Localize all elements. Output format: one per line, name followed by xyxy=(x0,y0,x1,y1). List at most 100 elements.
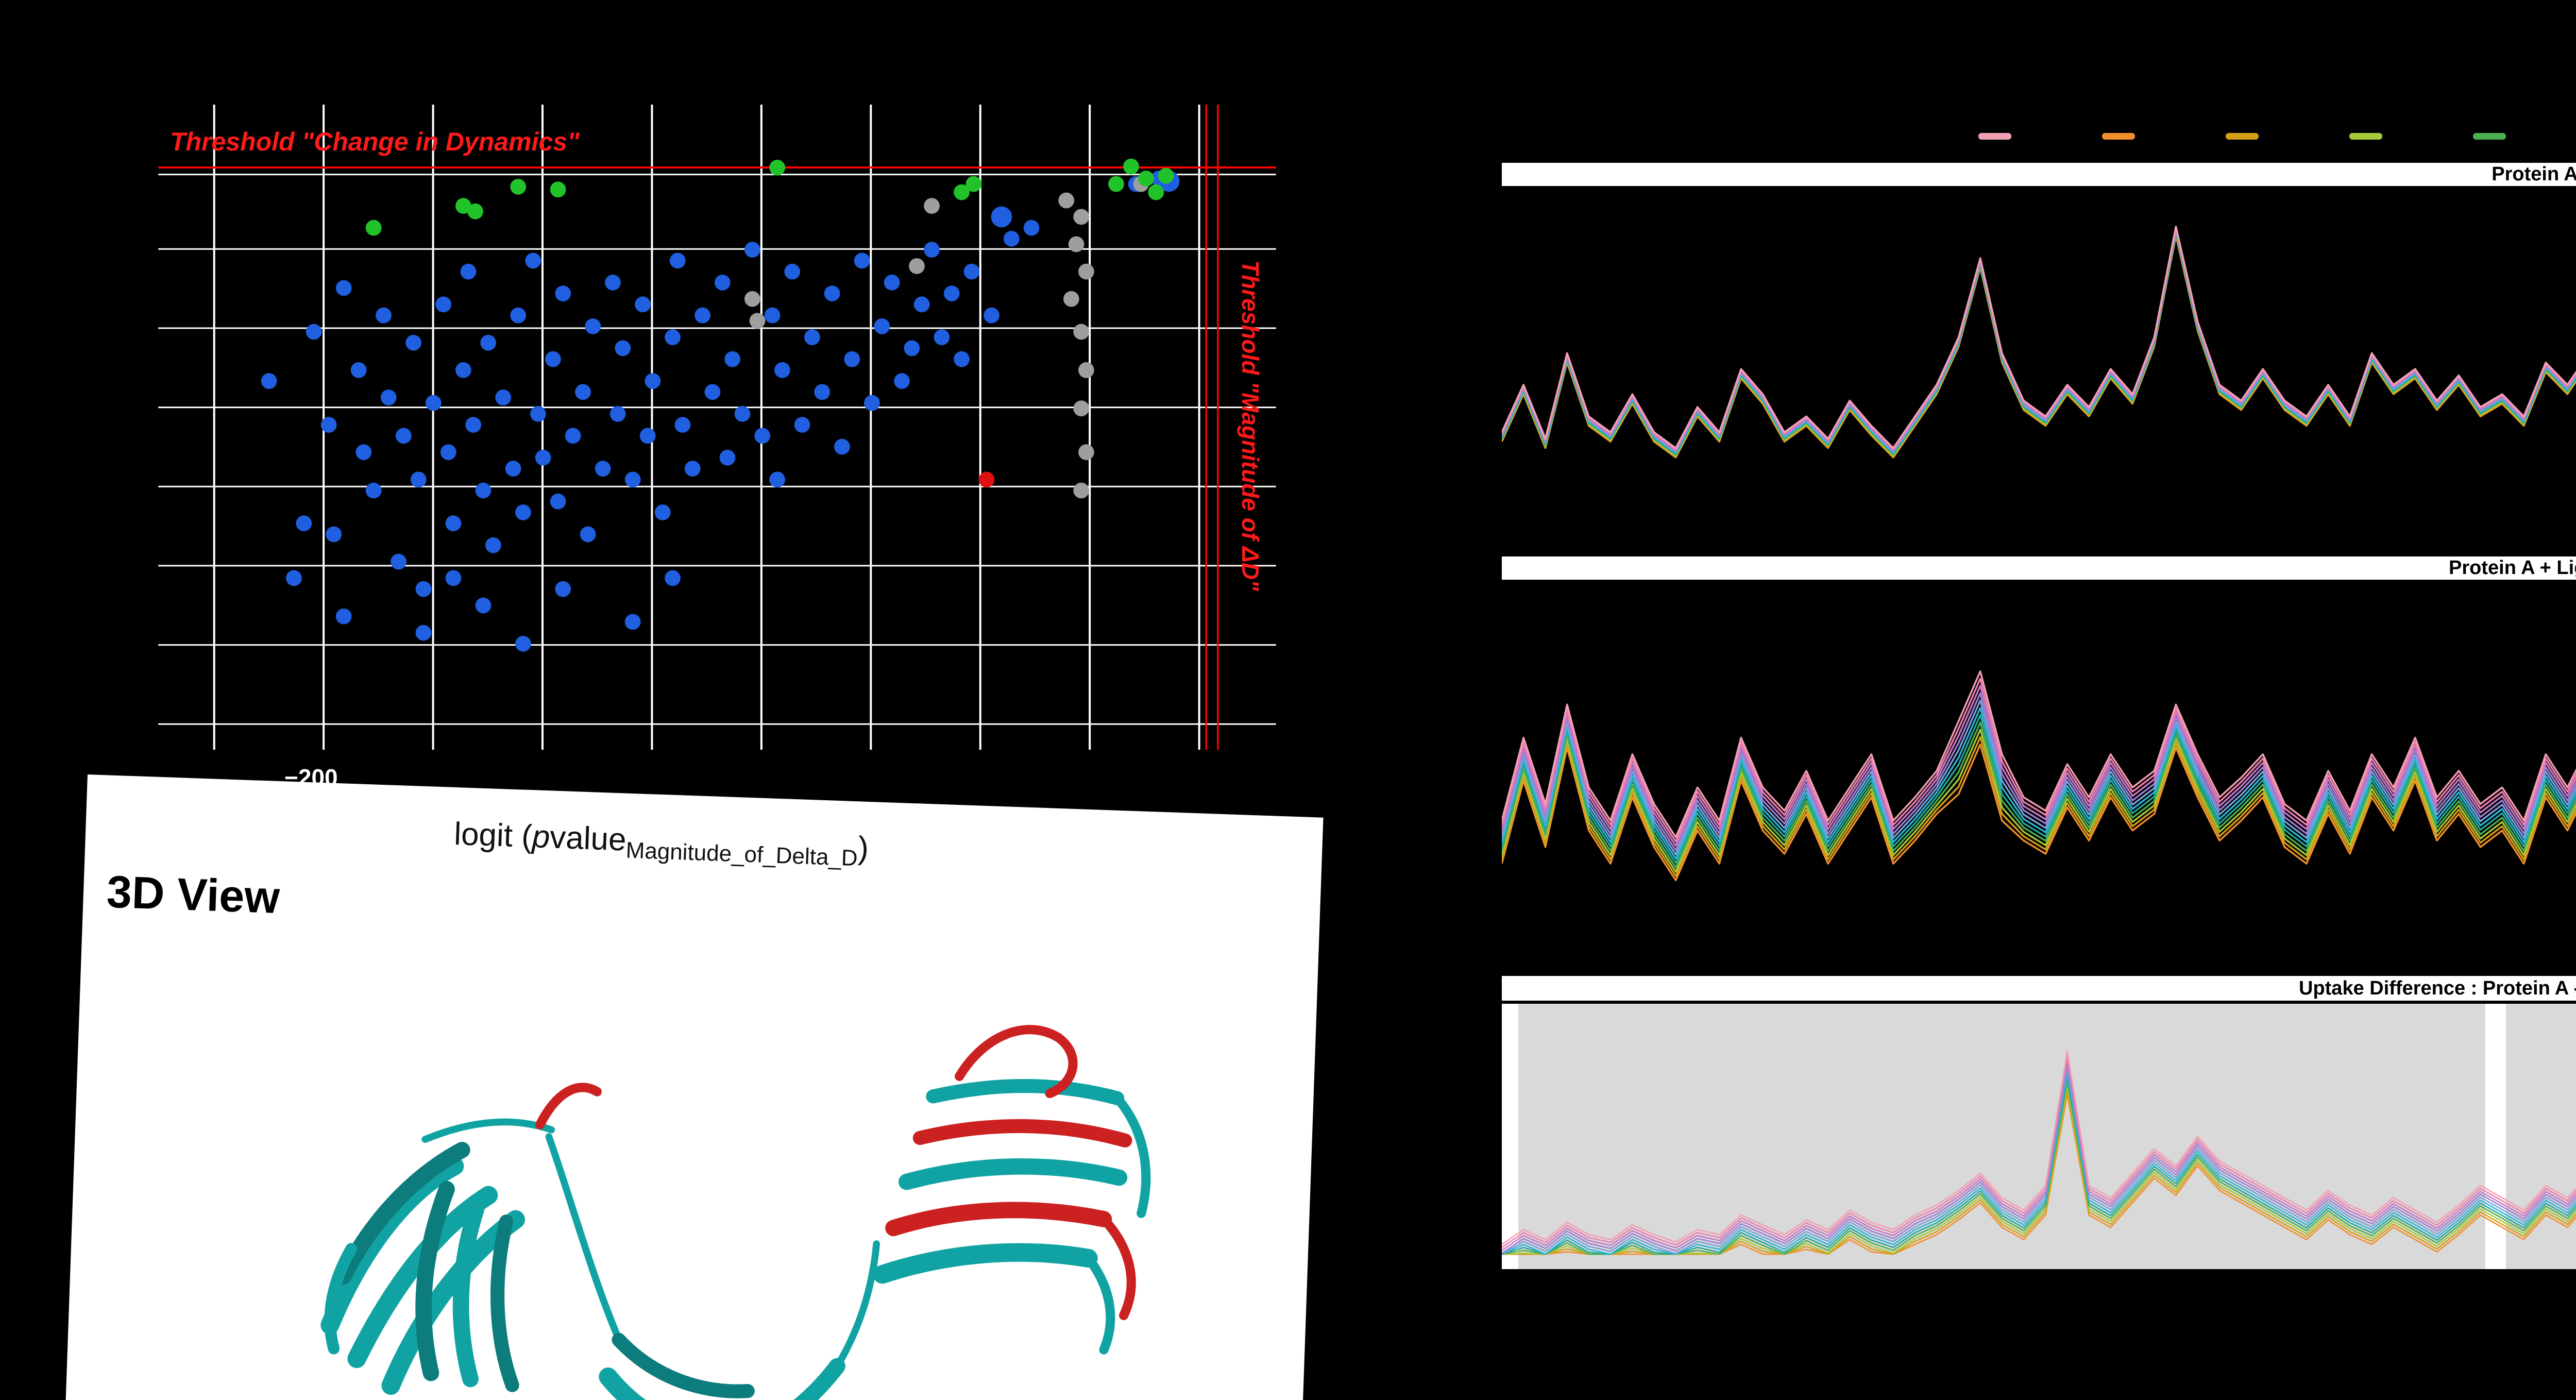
scatter-point-blue[interactable] xyxy=(296,515,312,532)
scatter-point-blue[interactable] xyxy=(405,334,421,351)
scatter-point-blue[interactable] xyxy=(719,449,736,466)
scatter-point-blue[interactable] xyxy=(984,307,999,324)
scatter-point-blue[interactable] xyxy=(555,285,571,301)
scatter-point-blue[interactable] xyxy=(485,537,501,553)
scatter-point-blue[interactable] xyxy=(445,570,462,586)
scatter-point-gray[interactable] xyxy=(1073,209,1090,225)
scatter-point-blue[interactable] xyxy=(814,384,831,400)
scatter-point-blue[interactable] xyxy=(550,493,566,510)
scatter-point-blue[interactable] xyxy=(605,274,621,291)
scatter-point-gray[interactable] xyxy=(744,291,760,307)
uptake-series-3[interactable] xyxy=(1502,1086,2576,1254)
scatter-point-blue[interactable] xyxy=(834,438,850,455)
uptake-series-6[interactable] xyxy=(1502,671,2576,859)
scatter-point-green[interactable] xyxy=(965,176,982,192)
scatter-point-blue[interactable] xyxy=(665,329,681,345)
volcano-plot[interactable] xyxy=(158,105,1276,750)
scatter-point-blue[interactable] xyxy=(635,296,651,313)
scatter-point-green[interactable] xyxy=(550,181,566,198)
uptake-series-4[interactable] xyxy=(1502,691,2576,868)
scatter-point-blue[interactable] xyxy=(286,570,302,586)
uptake-series-5[interactable] xyxy=(1502,681,2576,863)
uptake-difference-chart[interactable] xyxy=(1502,1004,2576,1269)
scatter-point-blue[interactable] xyxy=(694,307,710,324)
uptake-series-7[interactable] xyxy=(1502,1068,2576,1254)
scatter-point-green[interactable] xyxy=(455,198,471,214)
scatter-point-blue[interactable] xyxy=(326,526,342,543)
uptake-series-2[interactable] xyxy=(1502,711,2576,876)
scatter-point-blue[interactable] xyxy=(440,444,456,460)
scatter-point-blue[interactable] xyxy=(306,324,322,340)
scatter-point-blue[interactable] xyxy=(654,504,671,520)
scatter-point-blue[interactable] xyxy=(1023,220,1040,236)
uptake-series-11[interactable] xyxy=(1502,621,2576,837)
scatter-point-green[interactable] xyxy=(954,184,970,200)
scatter-point-green[interactable] xyxy=(1108,176,1124,192)
scatter-point-gray[interactable] xyxy=(1073,400,1090,416)
uptake-series-9[interactable] xyxy=(1502,642,2576,846)
scatter-point-red[interactable] xyxy=(978,471,995,488)
scatter-point-blue[interactable] xyxy=(320,417,337,433)
scatter-point-blue[interactable] xyxy=(943,285,960,301)
scatter-point-blue[interactable] xyxy=(510,307,527,324)
protein-ribbon-view[interactable] xyxy=(62,831,1321,1400)
scatter-point-gray[interactable] xyxy=(1078,263,1094,280)
scatter-point-blue[interactable] xyxy=(505,461,521,477)
scatter-point-blue[interactable] xyxy=(475,482,492,499)
scatter-point-green[interactable] xyxy=(1138,171,1154,187)
scatter-point-blue[interactable] xyxy=(844,351,860,367)
scatter-point-blue[interactable] xyxy=(535,449,551,466)
uptake-series-6[interactable] xyxy=(1502,231,2576,464)
legend-dash-5[interactable] xyxy=(2473,133,2506,140)
scatter-point-blue[interactable] xyxy=(575,384,591,400)
scatter-point-blue[interactable] xyxy=(784,263,801,280)
scatter-point-blue[interactable] xyxy=(774,362,790,378)
scatter-point-blue[interactable] xyxy=(410,471,427,488)
scatter-point-blue[interactable] xyxy=(525,252,541,269)
uptake-series-4[interactable] xyxy=(1502,233,2576,489)
scatter-point-gray[interactable] xyxy=(924,198,940,214)
scatter-point-blue[interactable] xyxy=(674,417,691,433)
scatter-point-blue[interactable] xyxy=(904,340,920,357)
uptake-series-9[interactable] xyxy=(1502,1059,2576,1251)
scatter-point-blue[interactable] xyxy=(991,206,1012,228)
scatter-point-blue[interactable] xyxy=(350,362,367,378)
uptake-series-6[interactable] xyxy=(1502,1073,2576,1254)
scatter-point-blue[interactable] xyxy=(714,274,731,291)
uptake-series-8[interactable] xyxy=(1502,1064,2576,1254)
scatter-point-blue[interactable] xyxy=(391,553,406,570)
scatter-point-blue[interactable] xyxy=(934,329,950,345)
scatter-point-gray[interactable] xyxy=(1073,482,1090,499)
scatter-point-blue[interactable] xyxy=(475,597,492,614)
scatter-point-blue[interactable] xyxy=(854,252,870,269)
uptake-series-11[interactable] xyxy=(1502,1051,2576,1244)
scatter-point-gray[interactable] xyxy=(749,313,766,329)
scatter-point-blue[interactable] xyxy=(435,296,452,313)
scatter-point-blue[interactable] xyxy=(515,504,531,520)
uptake-series-7[interactable] xyxy=(1502,662,2576,855)
scatter-point-gray[interactable] xyxy=(1058,192,1075,209)
scatter-point-blue[interactable] xyxy=(545,351,561,367)
scatter-point-blue[interactable] xyxy=(1003,230,1020,247)
scatter-point-blue[interactable] xyxy=(764,307,781,324)
scatter-point-blue[interactable] xyxy=(894,373,910,389)
scatter-point-blue[interactable] xyxy=(963,263,980,280)
uptake-series-1[interactable] xyxy=(1502,721,2576,880)
scatter-point-blue[interactable] xyxy=(954,351,970,367)
scatter-point-blue[interactable] xyxy=(365,482,382,499)
uptake-series-5[interactable] xyxy=(1502,1077,2576,1254)
scatter-point-blue[interactable] xyxy=(460,263,477,280)
scatter-point-blue[interactable] xyxy=(624,614,641,630)
scatter-point-blue[interactable] xyxy=(555,581,571,597)
scatter-point-gray[interactable] xyxy=(1078,362,1094,378)
scatter-point-blue[interactable] xyxy=(884,274,900,291)
scatter-point-gray[interactable] xyxy=(1073,324,1090,340)
scatter-point-blue[interactable] xyxy=(824,285,840,301)
scatter-point-blue[interactable] xyxy=(684,461,701,477)
uptake-series-3[interactable] xyxy=(1502,234,2576,502)
scatter-point-blue[interactable] xyxy=(335,280,352,296)
uptake-series-4[interactable] xyxy=(1502,1082,2576,1254)
scatter-point-blue[interactable] xyxy=(913,296,930,313)
scatter-point-green[interactable] xyxy=(1148,184,1164,200)
scatter-point-blue[interactable] xyxy=(669,252,686,269)
